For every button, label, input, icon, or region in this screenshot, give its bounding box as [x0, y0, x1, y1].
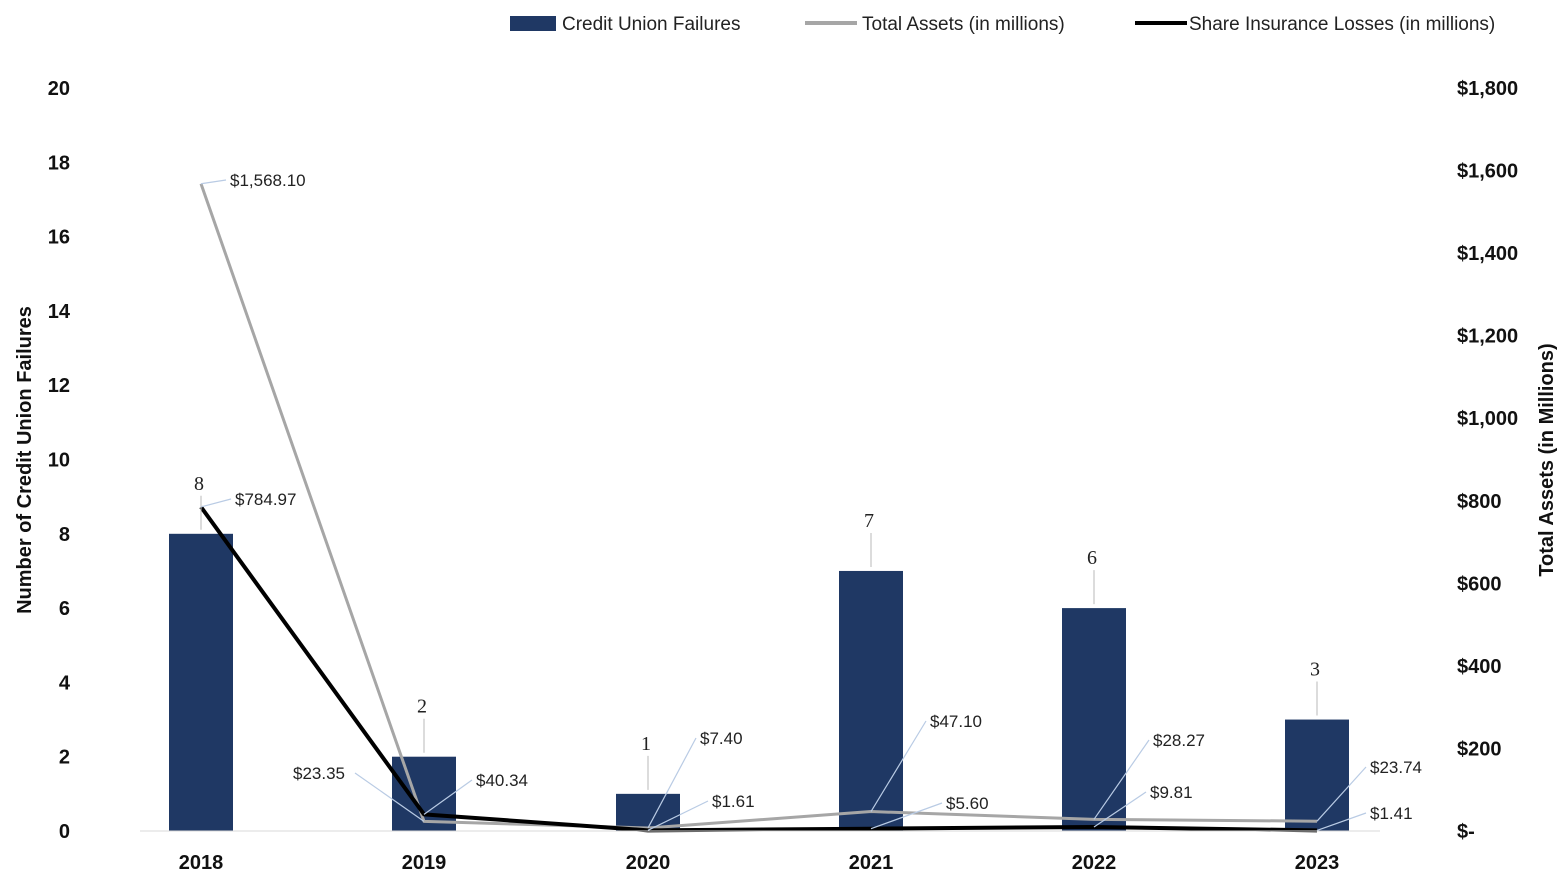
x-tick-label: 2021	[849, 852, 894, 874]
data-label-leader	[423, 779, 473, 815]
losses-data-label: $9.81	[1150, 783, 1193, 802]
right-tick-label: $1,600	[1457, 161, 1518, 183]
left-tick-label: 14	[48, 301, 71, 323]
bar-series	[169, 533, 1349, 831]
left-tick-label: 12	[48, 375, 70, 397]
x-axis: 2018 2019 2020 2021 2022 2023	[140, 830, 1380, 874]
right-tick-label: $1,800	[1457, 78, 1518, 100]
data-label-leader	[1316, 812, 1367, 831]
total-assets-data-label: $47.10	[930, 712, 982, 731]
right-tick-label: $1,400	[1457, 243, 1518, 265]
left-tick-label: 0	[59, 821, 70, 843]
total-assets-data-label: $23.74	[1370, 758, 1422, 777]
bar-data-label: 2	[417, 696, 427, 718]
data-label-leader	[1093, 739, 1150, 820]
left-tick-label: 8	[59, 524, 70, 546]
legend: Credit Union Failures Total Assets (in mi…	[510, 14, 1495, 35]
left-tick-label: 20	[48, 78, 70, 100]
legend-label: Credit Union Failures	[562, 14, 740, 35]
right-axis-title: Total Assets (in Millions)	[1536, 343, 1558, 576]
total-assets-line	[199, 183, 1318, 830]
bar-data-label: 6	[1087, 547, 1097, 569]
losses-data-label: $1.41	[1370, 804, 1413, 823]
losses-data-label: $1.61	[712, 792, 755, 811]
data-label-leader	[870, 802, 943, 830]
bar-data-label: 3	[1310, 659, 1320, 681]
right-tick-label: $600	[1457, 573, 1502, 595]
total-assets-data-label: $23.35	[293, 764, 345, 783]
x-tick-label: 2019	[402, 852, 447, 874]
legend-swatch-bar	[510, 16, 556, 31]
losses-data-label: $5.60	[946, 794, 989, 813]
bar-credit-union-failures	[1062, 608, 1126, 831]
data-label-leader	[870, 720, 927, 812]
share-insurance-losses-line	[199, 505, 1318, 833]
x-tick-label: 2023	[1295, 852, 1340, 874]
x-tick-label: 2018	[179, 852, 224, 874]
data-label-leader	[1316, 766, 1367, 822]
right-axis: $- $200 $400 $600 $800 $1,000 $1,200 $1,400 $1,6…	[1457, 78, 1558, 843]
left-tick-label: 4	[59, 672, 71, 694]
losses-data-label: $784.97	[235, 490, 296, 509]
x-tick-label: 2022	[1072, 852, 1117, 874]
bar-credit-union-failures	[839, 570, 903, 831]
right-tick-label: $1,000	[1457, 408, 1518, 430]
right-tick-label: $1,200	[1457, 326, 1518, 348]
bar-credit-union-failures	[616, 793, 680, 831]
left-axis: 0 2 4 6 8 10 12 14 16 18 20 Number of Credit Union …	[14, 78, 71, 843]
data-label-leader	[354, 772, 425, 822]
bar-data-label: 7	[864, 510, 874, 532]
data-label-leader	[647, 737, 697, 829]
data-label-leader	[200, 179, 227, 185]
total-assets-data-label: $1,568.10	[230, 171, 306, 190]
total-assets-data-label: $28.27	[1153, 731, 1205, 750]
bar-data-label: 8	[194, 473, 204, 495]
left-tick-label: 6	[59, 598, 70, 620]
total-assets-data-label: $7.40	[700, 729, 743, 748]
data-label-leader	[647, 800, 709, 831]
right-tick-label: $200	[1457, 738, 1502, 760]
data-label-leader	[1093, 791, 1147, 828]
bar-credit-union-failures	[169, 533, 233, 831]
left-tick-label: 16	[48, 227, 70, 249]
legend-label: Share Insurance Losses (in millions)	[1189, 14, 1495, 35]
data-label-leader	[200, 498, 232, 508]
right-tick-label: $400	[1457, 656, 1502, 678]
bar-data-label: 1	[641, 733, 651, 755]
left-tick-label: 18	[48, 152, 70, 174]
legend-label: Total Assets (in millions)	[862, 14, 1065, 35]
losses-data-label: $40.34	[476, 771, 528, 790]
right-tick-label: $800	[1457, 491, 1502, 513]
line-series	[199, 183, 1318, 833]
bar-credit-union-failures	[1285, 719, 1349, 831]
x-tick-label: 2020	[626, 852, 671, 874]
left-tick-label: 10	[48, 450, 70, 472]
right-tick-label: $-	[1457, 821, 1475, 843]
left-tick-label: 2	[59, 747, 70, 769]
data-labels: 8 2 1 7 6 3 $1,568.10 $23.35 $7.40 $47.10 $28.27 $2…	[194, 171, 1422, 831]
left-axis-title: Number of Credit Union Failures	[14, 306, 36, 614]
